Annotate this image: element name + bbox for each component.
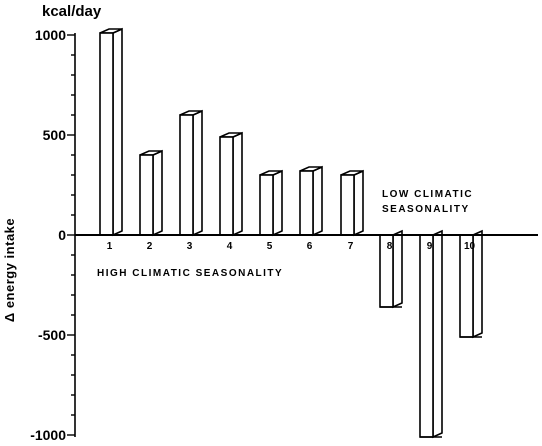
annotation-high-seasonality: HIGH CLIMATIC SEASONALITY [97,268,283,279]
category-label: 4 [227,241,233,252]
y-axis-label: Δ energy intake [2,218,17,322]
bar-7 [340,169,364,237]
category-label: 2 [147,241,153,252]
bar-2 [139,149,163,237]
category-label: 5 [267,241,273,252]
y-tick-label: -1000 [30,427,66,443]
bar-4 [219,131,243,237]
category-label: 6 [307,241,313,252]
bar-5 [259,169,283,237]
annotation-low-seasonality-line1: LOW CLIMATIC [382,189,473,200]
bar-3 [179,109,203,237]
y-tick-label: 1000 [35,27,66,43]
bar-10 [459,229,483,339]
bar-1 [99,27,123,237]
category-label: 9 [427,241,433,252]
y-axis: 1000 500 0 -500 -1000 [30,27,75,443]
bars [99,27,483,439]
y-tick-label: 0 [58,227,66,243]
bar-6 [299,165,323,237]
annotation-low-seasonality-line2: SEASONALITY [382,204,470,215]
bar-9 [419,229,443,439]
unit-label: kcal/day [42,3,102,20]
y-tick-label: -500 [38,327,66,343]
category-label: 1 [107,241,113,252]
category-label: 3 [187,241,193,252]
bar-8 [379,229,403,309]
y-tick-label: 500 [43,127,67,143]
category-label: 7 [348,241,354,252]
category-label: 10 [464,241,476,252]
category-labels: 1 2 3 4 5 6 7 8 9 10 [107,241,476,252]
category-label: 8 [387,241,393,252]
